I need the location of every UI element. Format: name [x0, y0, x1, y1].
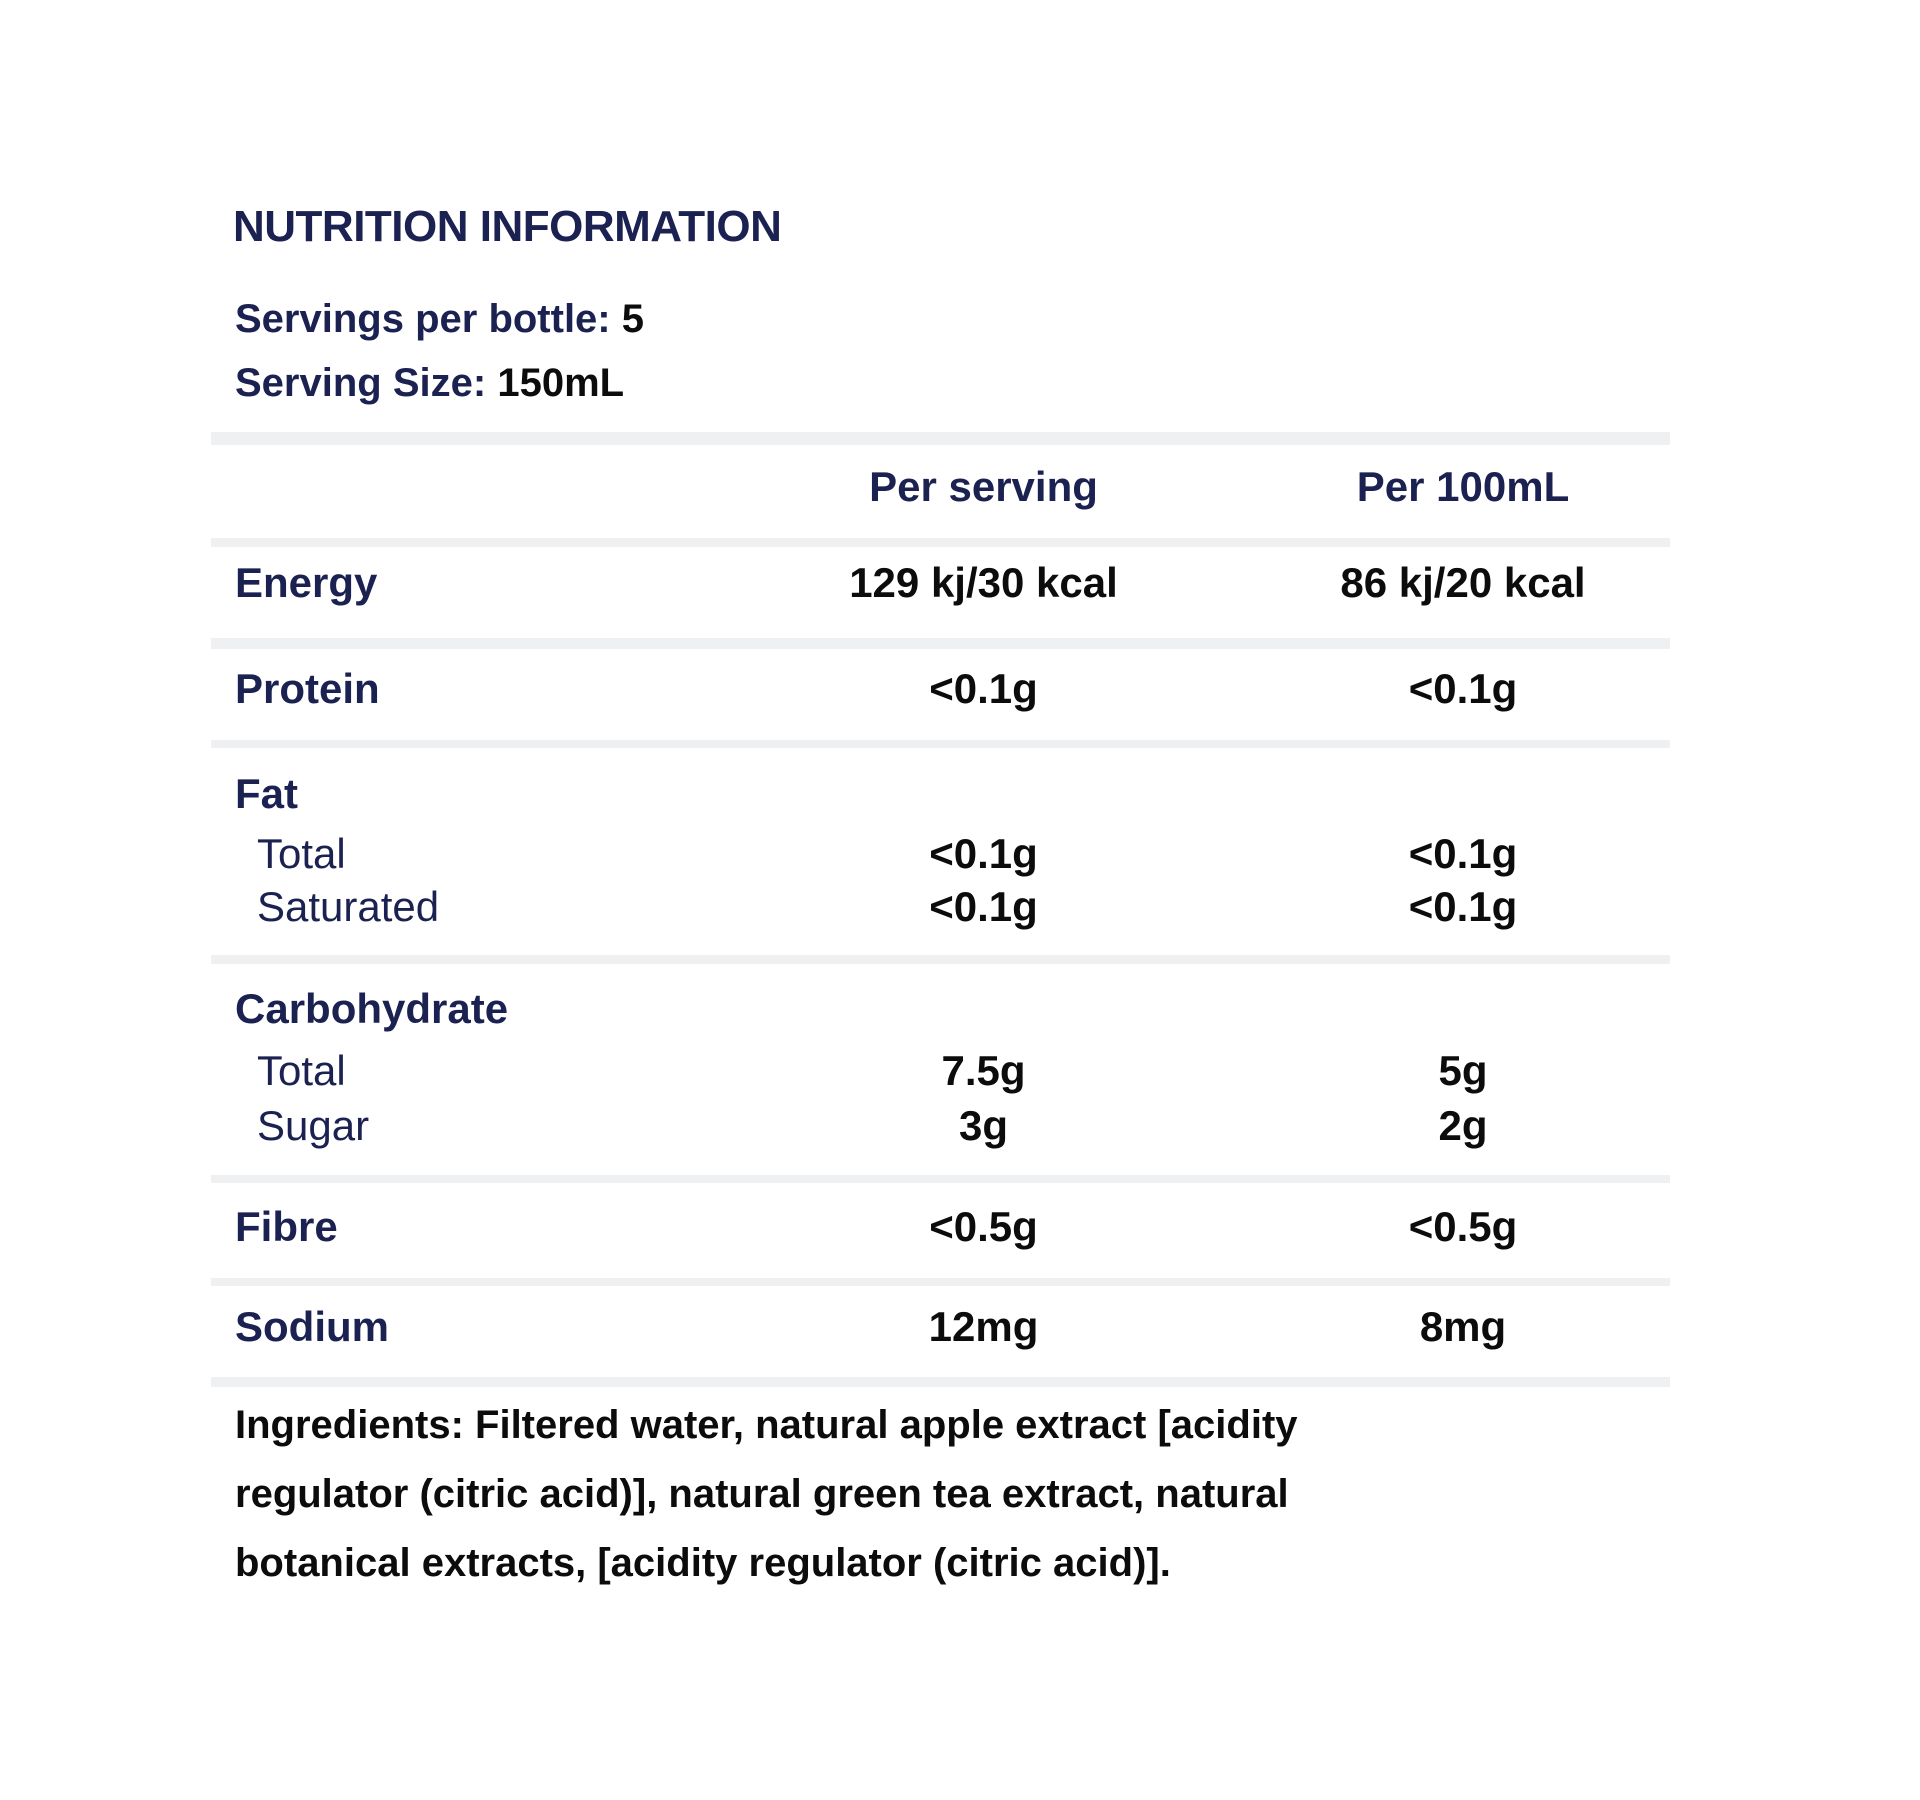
carbohydrate-sugar-per-100ml-value: 2g [1438, 1102, 1488, 1149]
carbohydrate-sugar-label: Sugar [257, 1102, 370, 1149]
ingredients-line: Ingredients: Filtered water, natural app… [235, 1403, 1298, 1447]
ingredients-paragraph: Ingredients: Filtered water, natural app… [235, 1391, 1595, 1598]
divider [211, 1175, 1670, 1183]
fat-label: Fat [235, 770, 298, 817]
table-row-energy: Energy 129 kj/30 kcal 86 kj/20 kcal [211, 562, 1670, 604]
carbohydrate-total-per-100ml-value: 5g [1438, 1047, 1488, 1094]
servings-per-bottle-line: Servings per bottle: 5 [235, 299, 644, 339]
fibre-per-serving-value: <0.5g [929, 1203, 1038, 1250]
sodium-per-serving-value: 12mg [928, 1303, 1039, 1350]
table-row-fibre: Fibre <0.5g <0.5g [211, 1206, 1670, 1248]
table-header-row: Per serving Per 100mL [211, 466, 1670, 508]
table-row-fat-total: Total <0.1g <0.1g [211, 833, 1670, 875]
servings-per-bottle-label: Servings per bottle: [235, 297, 611, 341]
servings-per-bottle-value: 5 [621, 297, 644, 341]
energy-label: Energy [235, 559, 378, 606]
energy-per-serving-value: 129 kj/30 kcal [849, 559, 1118, 606]
page-title: NUTRITION INFORMATION [233, 202, 782, 251]
column-header-per-100ml: Per 100mL [1356, 463, 1570, 510]
protein-per-serving-value: <0.1g [929, 665, 1038, 712]
carbohydrate-total-per-serving-value: 7.5g [941, 1047, 1026, 1094]
table-row-carbohydrate-total: Total 7.5g 5g [211, 1050, 1670, 1092]
serving-size-line: Serving Size: 150mL [235, 363, 624, 403]
serving-size-label: Serving Size: [235, 361, 487, 405]
fat-saturated-per-serving-value: <0.1g [929, 883, 1038, 930]
sodium-label: Sodium [235, 1303, 389, 1350]
fat-total-per-serving-value: <0.1g [929, 830, 1038, 877]
column-header-per-serving: Per serving [869, 463, 1098, 510]
energy-per-100ml-value: 86 kj/20 kcal [1340, 559, 1586, 606]
divider [211, 1278, 1670, 1286]
table-row-carbohydrate-sugar: Sugar 3g 2g [211, 1105, 1670, 1147]
carbohydrate-total-label: Total [257, 1047, 346, 1094]
serving-size-value: 150mL [497, 361, 625, 405]
ingredients-line: regulator (citric acid)], natural green … [235, 1472, 1289, 1516]
table-row-sodium: Sodium 12mg 8mg [211, 1306, 1670, 1348]
fat-saturated-per-100ml-value: <0.1g [1408, 883, 1518, 930]
carbohydrate-label: Carbohydrate [235, 985, 509, 1032]
fibre-per-100ml-value: <0.5g [1408, 1203, 1518, 1250]
divider [211, 955, 1670, 964]
fat-total-label: Total [257, 830, 346, 877]
ingredients-line: botanical extracts, [acidity regulator (… [235, 1541, 1171, 1585]
fat-saturated-label: Saturated [257, 883, 440, 930]
protein-per-100ml-value: <0.1g [1408, 665, 1518, 712]
table-row-fat-saturated: Saturated <0.1g <0.1g [211, 886, 1670, 928]
fat-total-per-100ml-value: <0.1g [1408, 830, 1518, 877]
divider [211, 432, 1670, 445]
protein-label: Protein [235, 665, 380, 712]
table-row-protein: Protein <0.1g <0.1g [211, 668, 1670, 710]
divider [211, 538, 1670, 547]
divider [211, 740, 1670, 748]
sodium-per-100ml-value: 8mg [1419, 1303, 1507, 1350]
divider [211, 638, 1670, 649]
carbohydrate-sugar-per-serving-value: 3g [958, 1102, 1008, 1149]
table-section-fat: Fat [211, 773, 1670, 815]
fibre-label: Fibre [235, 1203, 338, 1250]
divider [211, 1377, 1670, 1387]
table-section-carbohydrate: Carbohydrate [211, 988, 1670, 1030]
